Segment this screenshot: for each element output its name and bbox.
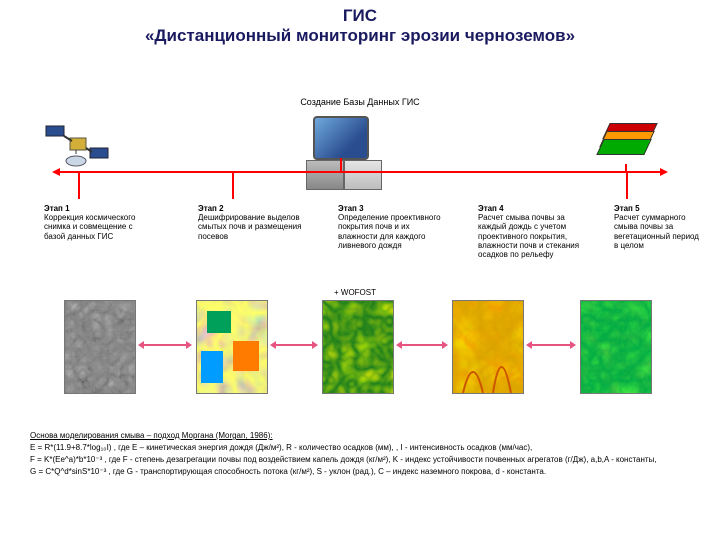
stage-3-body: Определение проективного покрытия почв и…	[338, 213, 441, 250]
stage-2-header: Этап 2	[198, 204, 224, 213]
formula-line2: F = K*(Ee^a)*b*10⁻³ , где F - степень де…	[30, 454, 690, 466]
tile-erosion	[580, 300, 652, 394]
stage-5-body: Расчет суммарного смыва почвы за вегетац…	[614, 213, 699, 250]
title-line1: ГИС	[343, 6, 377, 25]
stage-4: Этап 4Расчет смыва почвы за каждый дождь…	[478, 204, 590, 259]
stage-4-body: Расчет смыва почвы за каждый дождь с уче…	[478, 213, 579, 259]
formula-line1: E = R*(11.9+8.7*log₁₀I) , где E – кинети…	[30, 442, 690, 454]
stage-5-header: Этап 5	[614, 204, 640, 213]
stage-1-body: Коррекция космического снимка и совмещен…	[44, 213, 135, 240]
bi-arrow-3	[402, 344, 442, 346]
vconn-center	[340, 158, 342, 172]
tile-grayscale	[64, 300, 136, 394]
db-label: Создание Базы Данных ГИС	[0, 97, 720, 107]
bi-arrow-1	[144, 344, 186, 346]
stage-3-header: Этап 3	[338, 204, 364, 213]
stage-1-header: Этап 1	[44, 204, 70, 213]
arrow-left-icon	[52, 168, 60, 176]
satellite-icon	[40, 118, 120, 173]
tile-classified	[196, 300, 268, 394]
gis-layers-icon	[600, 123, 652, 165]
title-line2: «Дистанционный мониторинг эрозии чернозе…	[145, 26, 575, 45]
arrow-right-icon	[660, 168, 668, 176]
monitor-panel-icon	[313, 116, 369, 160]
formula-line3: G = C*Q^d*sinS*10⁻³ , где G - транспорти…	[30, 466, 690, 478]
stage-1: Этап 1Коррекция космического снимка и со…	[44, 204, 156, 241]
tile-ndvi	[322, 300, 394, 394]
stage-4-header: Этап 4	[478, 204, 504, 213]
tile-relief	[452, 300, 524, 394]
page-title: ГИС «Дистанционный мониторинг эрозии чер…	[0, 0, 720, 47]
stage-connector-line	[60, 171, 660, 173]
wofost-label: + WOFOST	[334, 288, 376, 297]
vconn-5	[626, 171, 628, 199]
vconn-layers	[625, 164, 627, 172]
bi-arrow-4	[532, 344, 570, 346]
stage-2: Этап 2Дешифрирование выделов смытых почв…	[198, 204, 310, 241]
gray-tile-left-icon	[306, 160, 344, 190]
formulas-heading: Основа моделирования смыва – подход Морг…	[30, 430, 690, 442]
stage-3: Этап 3Определение проективного покрытия …	[338, 204, 450, 250]
gray-tile-right-icon	[344, 160, 382, 190]
vconn-1	[78, 171, 80, 199]
vconn-2	[232, 171, 234, 199]
formulas-block: Основа моделирования смыва – подход Морг…	[30, 430, 690, 478]
stage-5: Этап 5Расчет суммарного смыва почвы за в…	[614, 204, 700, 250]
stage-2-body: Дешифрирование выделов смытых почв и раз…	[198, 213, 301, 240]
bi-arrow-2	[276, 344, 312, 346]
